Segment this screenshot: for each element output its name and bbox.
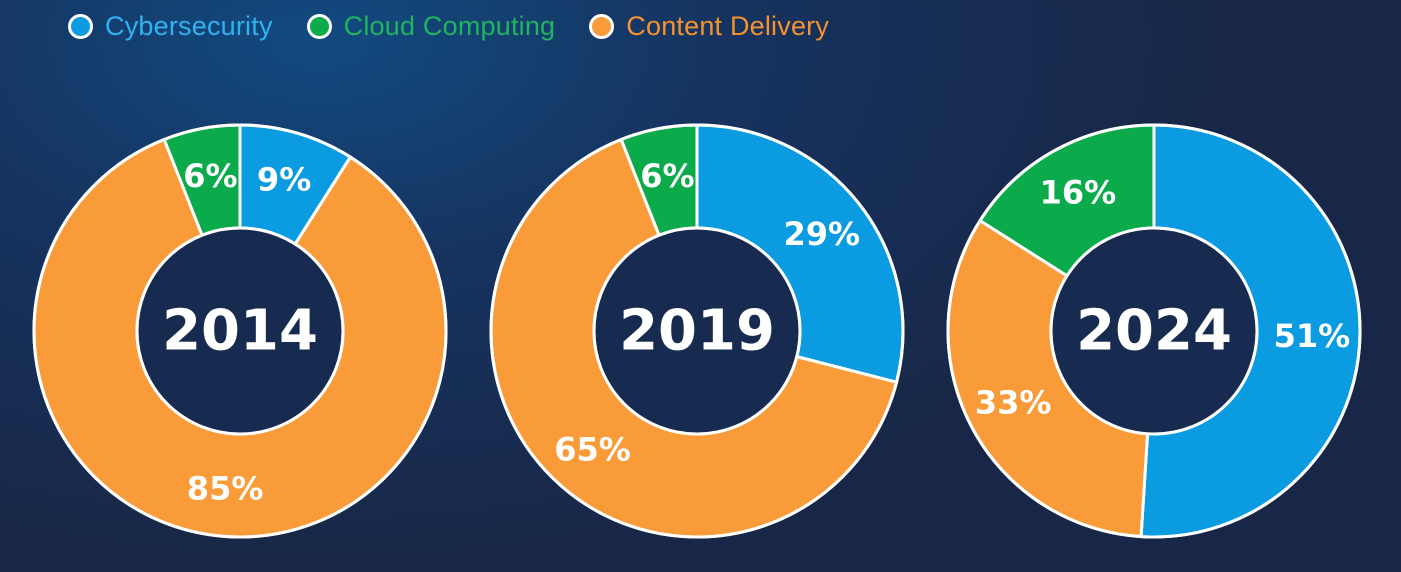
legend-swatch-cloud-computing — [306, 14, 332, 39]
donut-outer-ring — [946, 123, 1362, 539]
donut-hole — [135, 226, 345, 436]
slice-label-cybersecurity-2019: 29% — [784, 215, 861, 253]
center-label-2019: 2019 — [619, 299, 775, 364]
donut-chart-2019: 29% 65% 6% 2019 — [489, 123, 905, 539]
slice-label-cybersecurity-2014: 9% — [257, 160, 311, 198]
legend-label-cloud-computing: Cloud Computing — [343, 11, 556, 41]
legend-item-content-delivery: Content Delivery — [589, 11, 829, 42]
donut-hole — [592, 226, 802, 436]
chart-legend: Cybersecurity Cloud Computing Content De… — [68, 11, 829, 42]
legend-swatch-cybersecurity — [68, 14, 93, 39]
legend-label-cybersecurity: Cybersecurity — [105, 11, 273, 41]
slice-label-cybersecurity-2024: 51% — [1274, 317, 1351, 355]
donut-outer-ring — [489, 123, 905, 539]
slice-label-cloud-computing-2024: 16% — [1040, 174, 1117, 212]
donut-outer-ring — [32, 123, 448, 539]
donut-chart-2014: 9% 85% 6% 2014 — [32, 123, 448, 539]
center-label-2024: 2024 — [1076, 299, 1232, 364]
donut-chart-2024: 51% 33% 16% 2024 — [946, 123, 1362, 539]
slice-label-content-delivery-2024: 33% — [975, 384, 1052, 422]
legend-label-content-delivery: Content Delivery — [626, 11, 830, 41]
legend-swatch-content-delivery — [589, 14, 615, 39]
donut-hole — [1049, 226, 1259, 436]
legend-item-cybersecurity: Cybersecurity — [68, 11, 273, 42]
slice-label-cloud-computing-2014: 6% — [183, 157, 237, 195]
center-label-2014: 2014 — [162, 299, 318, 364]
slice-label-cloud-computing-2019: 6% — [640, 157, 694, 195]
slice-label-content-delivery-2014: 85% — [187, 469, 264, 507]
slice-label-content-delivery-2019: 65% — [554, 431, 631, 469]
legend-item-cloud-computing: Cloud Computing — [306, 11, 556, 42]
